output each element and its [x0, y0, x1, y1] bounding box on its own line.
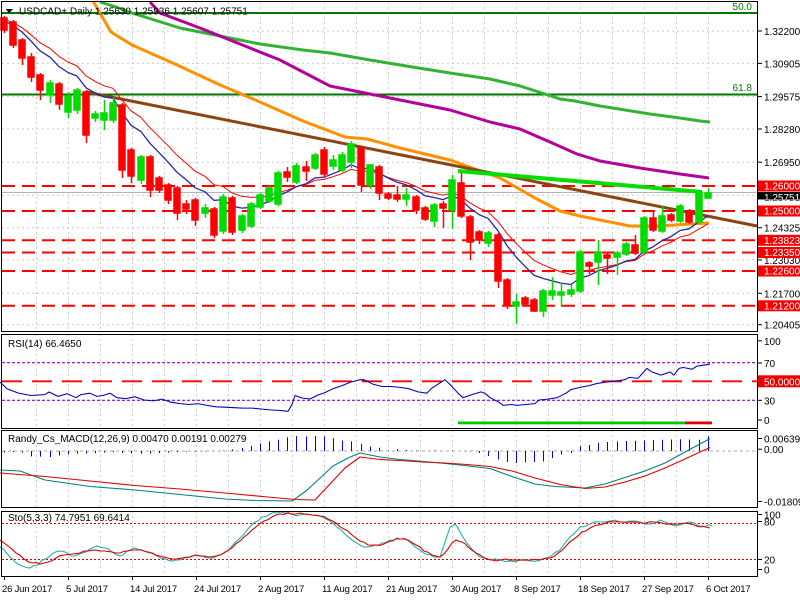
svg-text:8 Sep 2017: 8 Sep 2017: [514, 584, 561, 595]
svg-text:27 Sep 2017: 27 Sep 2017: [642, 584, 694, 595]
svg-text:100: 100: [764, 511, 781, 522]
svg-text:24 Jul 2017: 24 Jul 2017: [194, 584, 241, 595]
svg-text:1.21200: 1.21200: [764, 301, 800, 312]
svg-text:80: 80: [764, 518, 776, 529]
svg-text:1.26000: 1.26000: [764, 182, 800, 193]
svg-text:14 Jul 2017: 14 Jul 2017: [130, 584, 177, 595]
svg-text:Randy_Cs_MACD(12,26,9) 0.00470: Randy_Cs_MACD(12,26,9) 0.00470 0.00191 0…: [8, 434, 247, 445]
svg-text:0.00: 0.00: [764, 445, 784, 456]
svg-text:1.24325: 1.24325: [764, 224, 800, 235]
svg-text:1.23823: 1.23823: [764, 236, 800, 247]
svg-text:70: 70: [764, 359, 776, 370]
svg-text:1.21700: 1.21700: [764, 289, 800, 300]
svg-text:USDCAD+ Daily 1.25630 1.25936: USDCAD+ Daily 1.25630 1.25936 1.25607 1.…: [19, 7, 248, 18]
svg-text:0: 0: [764, 566, 770, 577]
svg-text:1.28280: 1.28280: [764, 125, 800, 136]
svg-text:20: 20: [764, 556, 776, 567]
svg-text:2 Aug 2017: 2 Aug 2017: [258, 584, 304, 595]
svg-text:50.0000: 50.0000: [764, 377, 800, 388]
svg-text:18 Sep 2017: 18 Sep 2017: [578, 584, 630, 595]
svg-text:21 Aug 2017: 21 Aug 2017: [386, 584, 437, 595]
svg-text:26 Jun 2017: 26 Jun 2017: [2, 584, 52, 595]
svg-text:1.22600: 1.22600: [764, 267, 800, 278]
svg-text:30: 30: [764, 396, 776, 407]
svg-text:61.8: 61.8: [733, 83, 753, 94]
svg-text:11 Aug 2017: 11 Aug 2017: [322, 584, 372, 595]
svg-text:RSI(14) 66.4650: RSI(14) 66.4650: [8, 339, 82, 350]
svg-text:6 Oct 2017: 6 Oct 2017: [706, 584, 750, 595]
svg-text:1.20405: 1.20405: [764, 321, 800, 332]
svg-text:-0.01809: -0.01809: [764, 498, 800, 509]
svg-text:1.25751: 1.25751: [764, 193, 800, 204]
svg-text:1.23030: 1.23030: [764, 256, 800, 267]
svg-text:30 Aug 2017: 30 Aug 2017: [450, 584, 501, 595]
svg-text:1.30905: 1.30905: [764, 59, 800, 70]
svg-text:0: 0: [764, 416, 770, 427]
svg-text:50.0: 50.0: [733, 2, 753, 13]
svg-text:0.00639: 0.00639: [764, 435, 800, 446]
svg-text:1.29575: 1.29575: [764, 93, 800, 104]
svg-text:1.32200: 1.32200: [764, 27, 800, 38]
svg-text:Sto(5,3,3) 74.7951 69.6414: Sto(5,3,3) 74.7951 69.6414: [8, 513, 130, 524]
svg-text:5 Jul 2017: 5 Jul 2017: [66, 584, 108, 595]
svg-text:1.26950: 1.26950: [764, 158, 800, 169]
svg-text:100: 100: [764, 337, 781, 348]
svg-text:1.23350: 1.23350: [764, 248, 800, 259]
svg-text:1.25000: 1.25000: [764, 207, 800, 218]
